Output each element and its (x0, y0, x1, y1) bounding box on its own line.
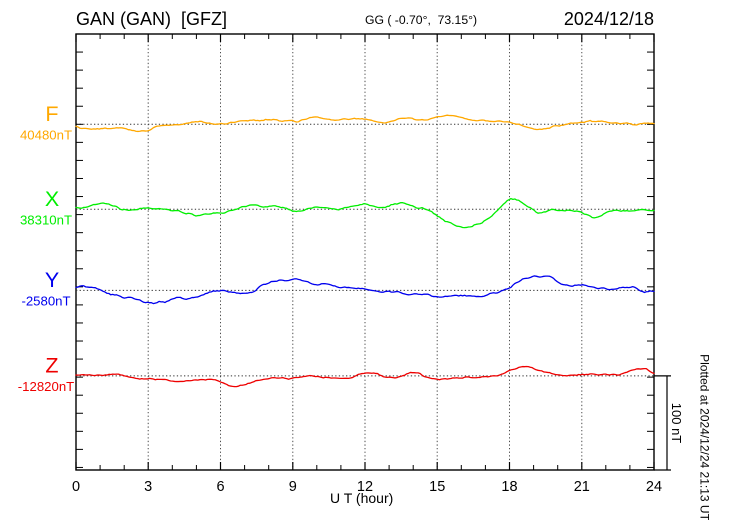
svg-text:3: 3 (144, 479, 152, 495)
svg-text:-2580nT: -2580nT (21, 294, 70, 309)
svg-text:X: X (45, 187, 59, 211)
svg-text:0: 0 (72, 479, 80, 495)
svg-text:24: 24 (646, 479, 662, 495)
svg-text:15: 15 (429, 479, 445, 495)
svg-text:38310nT: 38310nT (20, 213, 72, 228)
svg-text:21: 21 (574, 479, 590, 495)
svg-text:Z: Z (45, 354, 58, 378)
svg-text:40480nT: 40480nT (20, 128, 72, 143)
svg-text:F: F (45, 102, 58, 126)
svg-text:18: 18 (501, 479, 517, 495)
svg-text:6: 6 (216, 479, 224, 495)
svg-text:Y: Y (45, 268, 59, 292)
svg-text:-12820nT: -12820nT (18, 379, 74, 394)
svg-text:12: 12 (357, 479, 373, 495)
svg-text:9: 9 (289, 479, 297, 495)
